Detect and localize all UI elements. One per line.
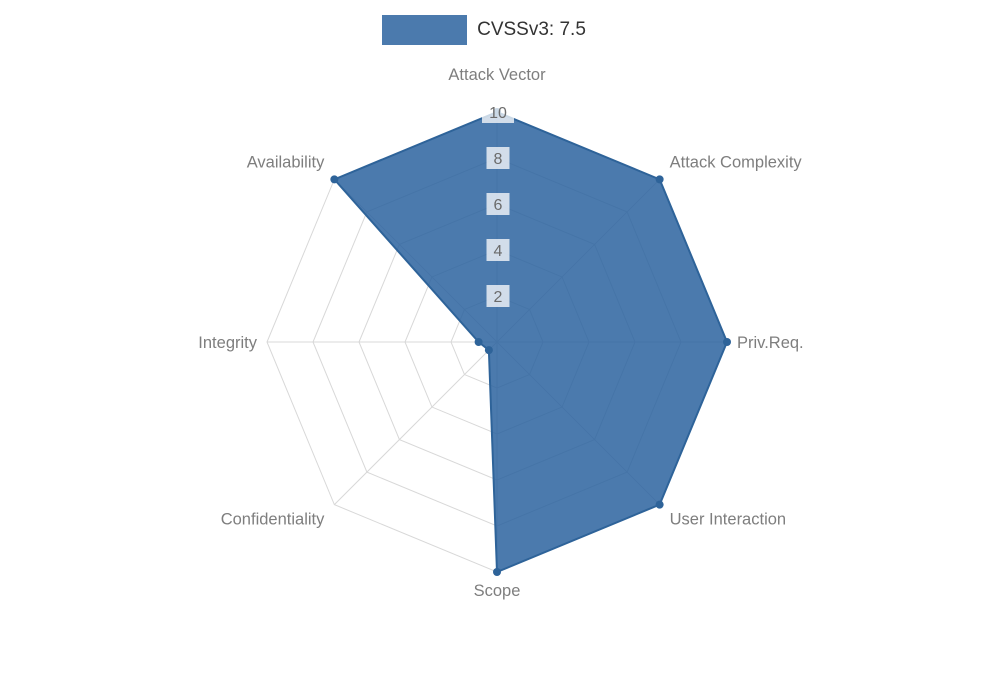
tick-label: 8 bbox=[494, 151, 503, 168]
legend-label: CVSSv3: 7.5 bbox=[477, 19, 586, 40]
chart-legend[interactable]: CVSSv3: 7.5 bbox=[0, 15, 984, 45]
axis-spoke bbox=[334, 341, 498, 505]
tick-label: 6 bbox=[494, 197, 503, 214]
axis-label-integrity: Integrity bbox=[198, 334, 257, 352]
data-point bbox=[474, 338, 483, 346]
tick-backdrop bbox=[486, 285, 510, 307]
data-point bbox=[330, 175, 339, 184]
tick-backdrop bbox=[486, 193, 510, 215]
axis-label-availability: Availability bbox=[247, 153, 325, 171]
axis-label-priv-req: Priv.Req. bbox=[737, 334, 804, 352]
axis-label-confidentiality: Confidentiality bbox=[221, 511, 325, 529]
tick-backdrop bbox=[486, 147, 510, 169]
data-point bbox=[655, 175, 664, 184]
data-point bbox=[655, 500, 664, 509]
legend-swatch bbox=[382, 15, 468, 45]
data-point bbox=[493, 568, 501, 576]
data-point bbox=[484, 346, 493, 355]
tick-backdrop bbox=[486, 239, 510, 261]
tick-label: 10 bbox=[489, 105, 507, 122]
tick-label: 4 bbox=[494, 243, 503, 260]
axis-label-scope: Scope bbox=[474, 582, 521, 600]
axis-label-attack-vector: Attack Vector bbox=[448, 66, 546, 84]
tick-backdrop bbox=[482, 101, 514, 123]
axis-label-user-interaction: User Interaction bbox=[670, 511, 786, 529]
tick-label: 2 bbox=[494, 289, 503, 306]
data-point bbox=[723, 338, 731, 346]
axis-label-attack-complexity: Attack Complexity bbox=[670, 153, 803, 171]
